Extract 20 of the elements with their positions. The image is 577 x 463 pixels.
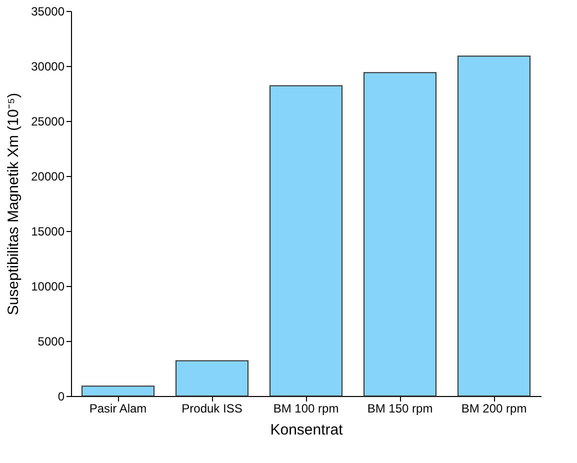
bar [82,386,154,396]
x-tick-label: Produk ISS [182,402,242,416]
y-tick-label: 20000 [31,170,65,184]
y-tick-label: 10000 [31,280,65,294]
x-tick-label: BM 200 rpm [461,402,527,416]
bar [364,72,436,396]
y-tick-label: 30000 [31,60,65,74]
y-tick-label: 0 [58,390,65,404]
x-axis-title: Konsentrat [270,422,344,438]
x-tick-label: Pasir Alam [89,402,147,416]
x-tick-label: BM 150 rpm [367,402,433,416]
bar [270,85,342,396]
y-tick-label: 25000 [31,114,65,128]
x-tick-label: BM 100 rpm [273,402,339,416]
bar [458,56,530,396]
bar [176,360,248,396]
y-tick-label: 15000 [31,224,65,238]
y-tick-label: 35000 [31,4,65,18]
y-tick-label: 5000 [38,334,65,348]
y-axis-title: Suseptibilitas Magnetik Xm (10⁻⁵) [5,92,22,316]
